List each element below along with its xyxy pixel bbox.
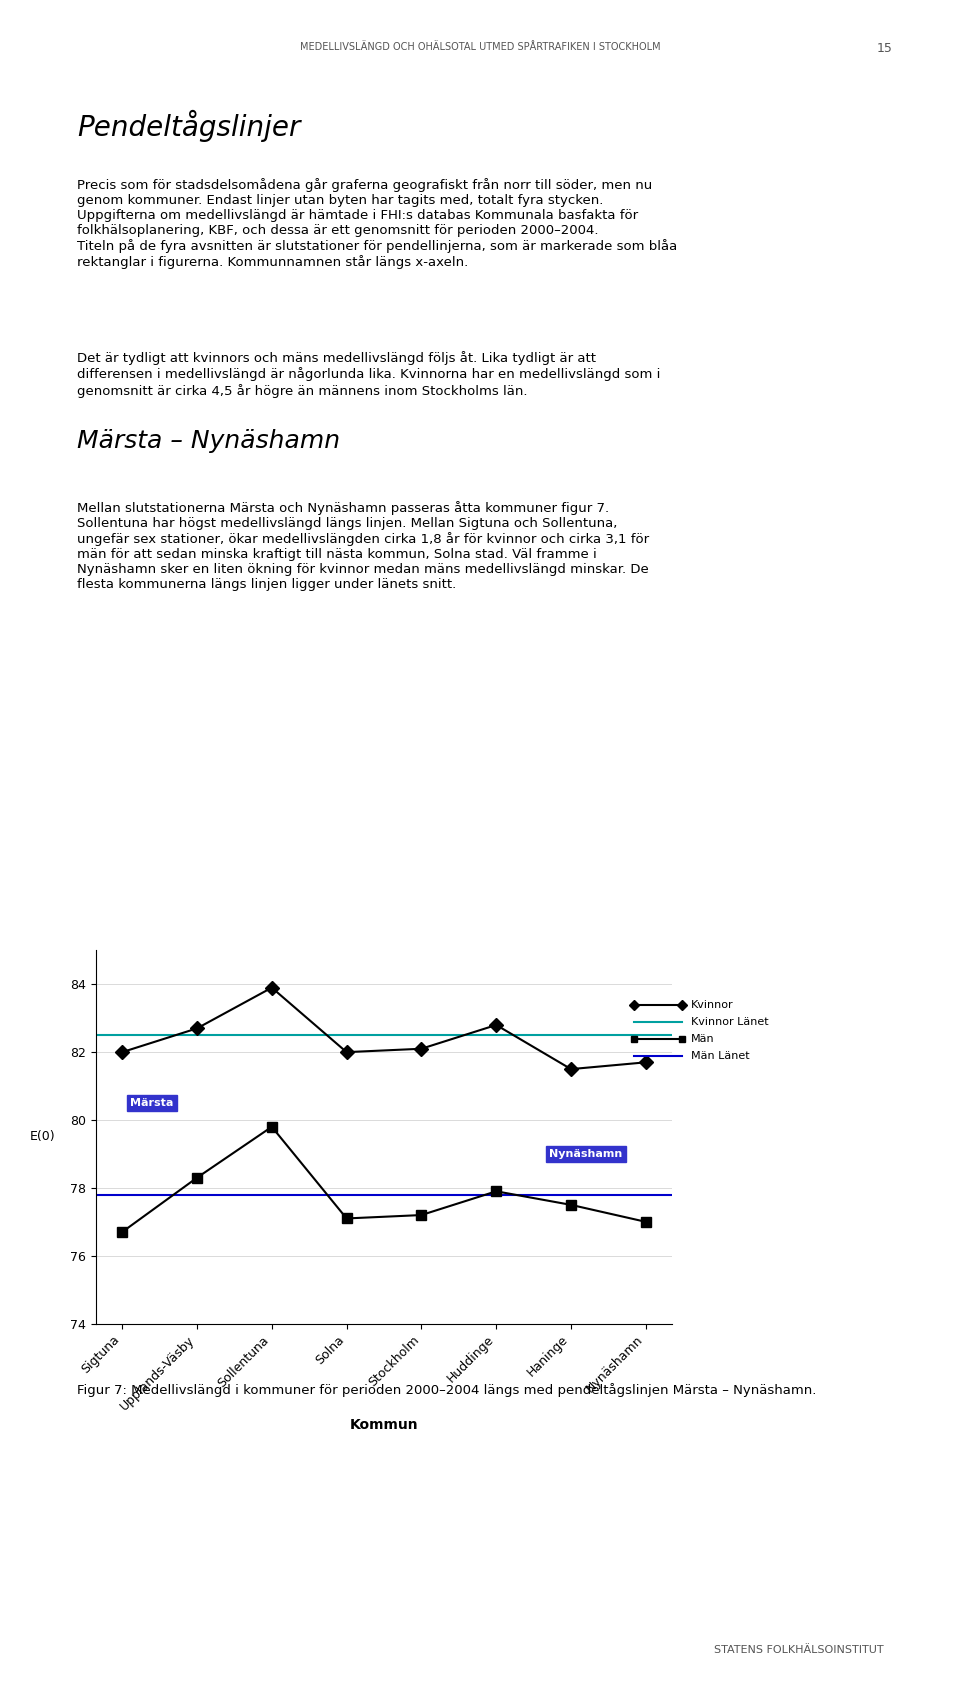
Y-axis label: E(0): E(0) xyxy=(30,1130,56,1144)
Text: Nynäshamn: Nynäshamn xyxy=(549,1149,623,1159)
Text: Kvinnor: Kvinnor xyxy=(691,1000,733,1010)
Text: 15: 15 xyxy=(876,42,893,56)
Text: Figur 7: Medellivslängd i kommuner för perioden 2000–2004 längs med pendeltågsli: Figur 7: Medellivslängd i kommuner för p… xyxy=(77,1383,816,1397)
Text: Män: Män xyxy=(691,1033,715,1044)
Text: STATENS FOLKHÄLSOINSTITUT: STATENS FOLKHÄLSOINSTITUT xyxy=(713,1644,883,1655)
Text: Märsta: Märsta xyxy=(131,1098,174,1108)
Text: MEDELLIVSLÄNGD OCH OHÄLSOTAL UTMED SPÅRTRAFIKEN I STOCKHOLM: MEDELLIVSLÄNGD OCH OHÄLSOTAL UTMED SPÅRT… xyxy=(300,42,660,53)
Text: Mellan slutstationerna Märsta och Nynäshamn passeras åtta kommuner figur 7.
Soll: Mellan slutstationerna Märsta och Nynäsh… xyxy=(77,501,649,591)
Text: Män Länet: Män Länet xyxy=(691,1050,750,1061)
Text: Precis som för stadsdelsomådena går graferna geografiskt från norr till söder, m: Precis som för stadsdelsomådena går graf… xyxy=(77,178,677,270)
X-axis label: Kommun: Kommun xyxy=(349,1419,419,1432)
Text: Det är tydligt att kvinnors och mäns medellivslängd följs åt. Lika tydligt är at: Det är tydligt att kvinnors och mäns med… xyxy=(77,351,660,397)
Text: Märsta – Nynäshamn: Märsta – Nynäshamn xyxy=(77,429,340,453)
Text: Pendeltågslinjer: Pendeltågslinjer xyxy=(77,110,300,143)
Text: Kvinnor Länet: Kvinnor Länet xyxy=(691,1017,769,1027)
